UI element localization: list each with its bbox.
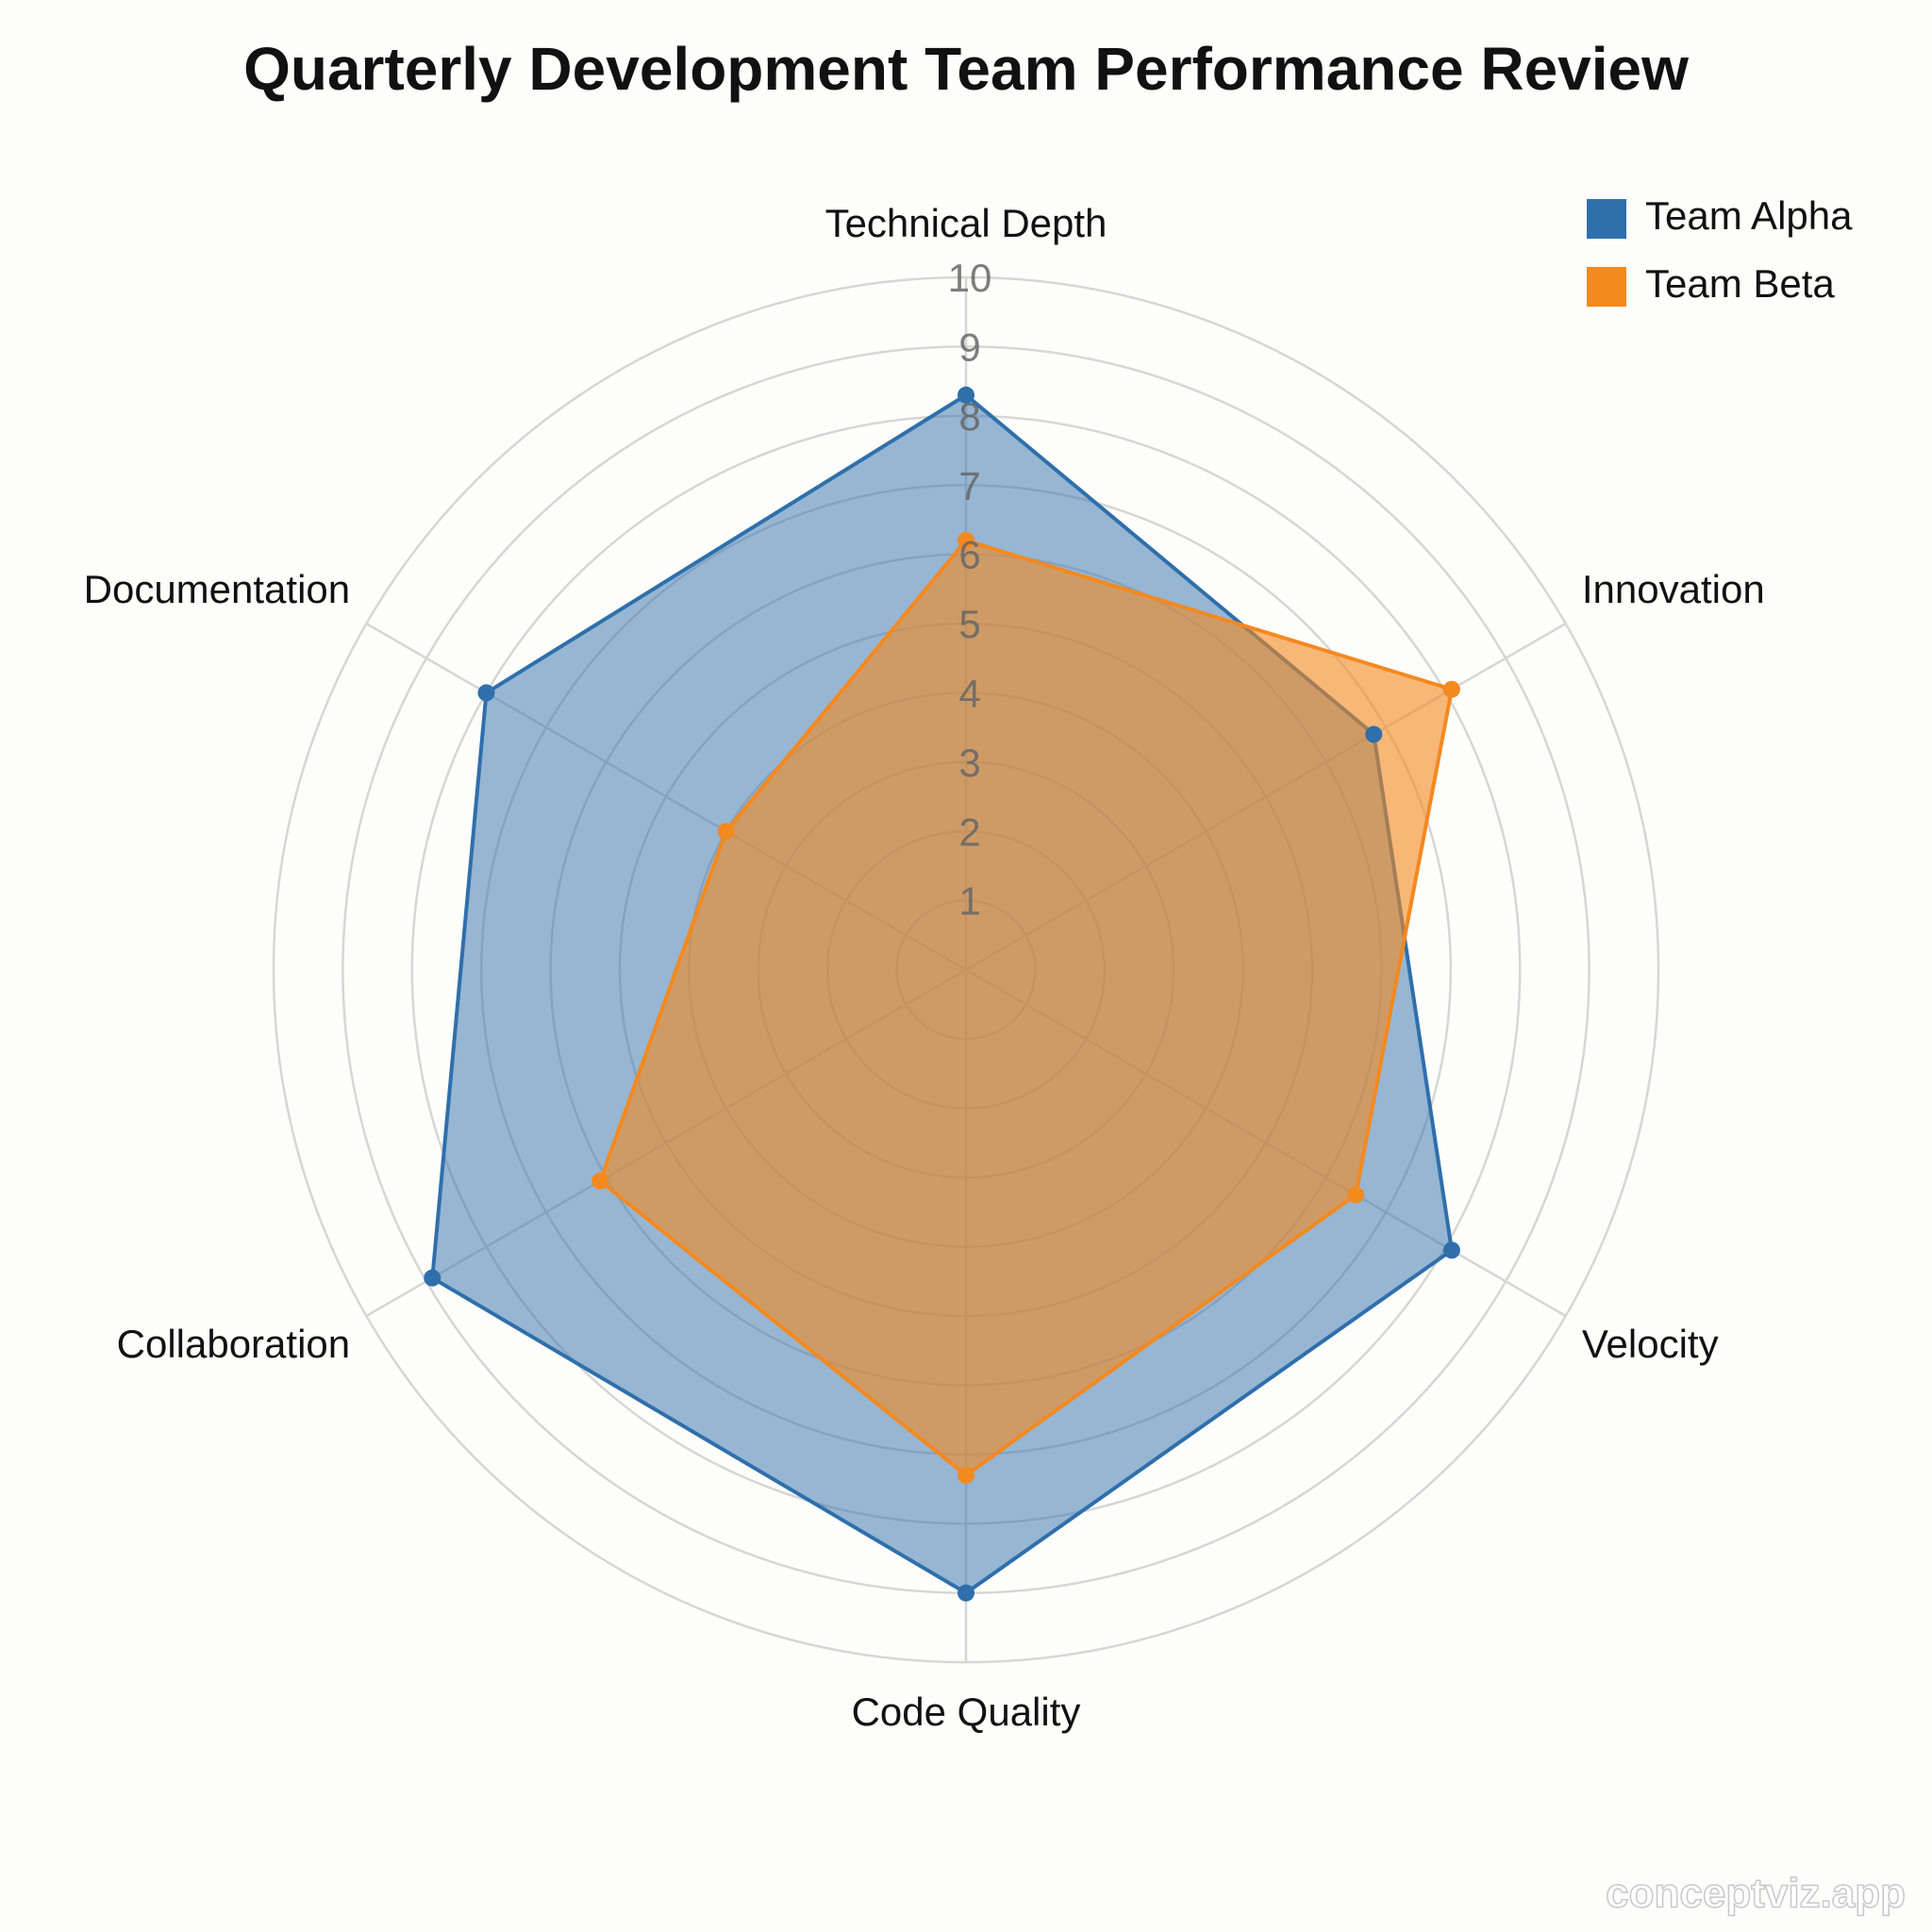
- r-tick-label: 7: [958, 463, 980, 508]
- data-point: [958, 386, 974, 404]
- data-point: [958, 1466, 974, 1484]
- legend-swatch: [1587, 267, 1626, 307]
- category-label: Code Quality: [852, 1690, 1081, 1734]
- data-point: [1442, 1241, 1460, 1259]
- r-tick-label: 2: [958, 809, 980, 854]
- category-label: Documentation: [84, 567, 351, 611]
- data-point: [1442, 680, 1460, 698]
- category-label: Innovation: [1582, 567, 1765, 611]
- watermark: conceptviz.app: [1606, 1871, 1906, 1917]
- chart-title: Quarterly Development Team Performance R…: [243, 35, 1689, 103]
- category-label: Technical Depth: [825, 201, 1108, 245]
- r-tick-label: 1: [958, 879, 980, 924]
- data-point: [717, 823, 735, 841]
- r-tick-label: 10: [948, 256, 992, 300]
- data-point: [591, 1172, 609, 1190]
- category-label: Velocity: [1582, 1322, 1719, 1366]
- r-tick-label: 9: [958, 325, 980, 369]
- legend-label: Team Beta: [1645, 261, 1835, 306]
- data-point: [424, 1269, 441, 1287]
- legend-swatch: [1587, 199, 1626, 239]
- data-point: [1365, 725, 1383, 743]
- r-tick-label: 3: [958, 741, 980, 785]
- r-tick-label: 6: [958, 533, 980, 577]
- data-point: [477, 684, 495, 702]
- data-point: [1347, 1186, 1365, 1204]
- data-point: [958, 531, 974, 549]
- r-tick-label: 5: [958, 602, 980, 646]
- legend-label: Team Alpha: [1645, 193, 1853, 238]
- data-point: [958, 1584, 974, 1602]
- r-tick-label: 4: [958, 671, 980, 715]
- r-tick-label: 8: [958, 394, 980, 439]
- category-label: Collaboration: [117, 1322, 351, 1366]
